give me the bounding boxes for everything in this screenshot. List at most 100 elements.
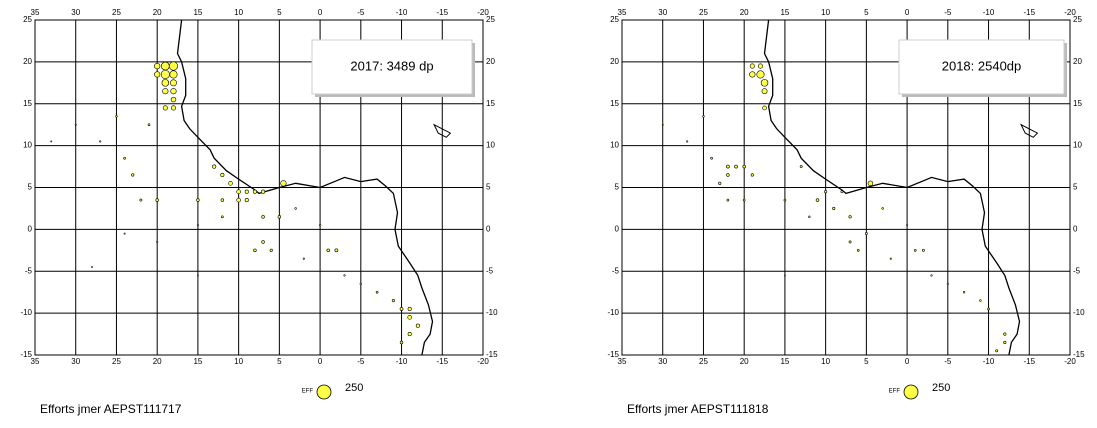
x-tick-label: 35 (31, 357, 40, 366)
y-tick-label: -15 (20, 350, 32, 359)
x-tick-label: 0 (318, 357, 323, 366)
effort-bubble (161, 79, 170, 87)
effort-bubble (710, 156, 713, 160)
x-tick-label: 15 (193, 8, 202, 17)
y-tick-label: 10 (23, 141, 32, 150)
effort-bubble (196, 224, 199, 227)
effort-bubble (170, 105, 176, 111)
y-tick-label: -5 (612, 266, 620, 275)
effort-bubble (749, 63, 755, 69)
effort-bubble (147, 123, 151, 126)
y-tick-label: -5 (1073, 266, 1081, 275)
effort-bubble (359, 282, 363, 285)
y-tick-label: -10 (607, 308, 619, 317)
effort-bubble (196, 274, 199, 277)
effort-bubble (913, 249, 917, 252)
x-tick-label: 35 (618, 357, 627, 366)
effort-bubble (815, 198, 820, 202)
y-tick-label: 0 (486, 224, 491, 233)
x-tick-label: 25 (112, 8, 121, 17)
effort-bubble (848, 215, 852, 219)
effort-bubble (253, 248, 257, 253)
effort-bubble (277, 215, 282, 219)
legend-value: 250 (932, 382, 950, 394)
x-tick-label: 10 (821, 357, 830, 366)
effort-bubble (783, 198, 787, 202)
x-tick-label: 5 (277, 8, 282, 17)
x-tick-label: 10 (234, 8, 243, 17)
x-tick-label: -15 (436, 357, 448, 366)
effort-bubble (783, 274, 786, 277)
effort-bubble (906, 224, 909, 227)
y-tick-label: 20 (23, 57, 32, 66)
effort-bubble (921, 248, 925, 252)
effort-bubble (154, 62, 161, 70)
effort-bubble (131, 173, 135, 177)
y-tick-label: -15 (486, 350, 498, 359)
effort-bubble (343, 274, 346, 277)
y-tick-label: -10 (1073, 308, 1085, 317)
effort-bubble (946, 282, 949, 285)
effort-bubble (375, 290, 379, 294)
caption: Efforts jmer AEPST111818 (627, 402, 769, 416)
annotation-box (898, 39, 1065, 95)
effort-bubble (856, 249, 860, 252)
effort-bubble (750, 173, 754, 177)
x-tick-label: 15 (780, 357, 789, 366)
x-tick-label: 10 (234, 357, 243, 366)
effort-bubble (74, 123, 77, 126)
effort-bubble (170, 79, 177, 87)
y-tick-label: 25 (1073, 15, 1082, 24)
map-panel: 35 35 30 30 25 25 20 20 15 15 10 10 5 5 0 0 -5 -5 -10 -10 -1… (607, 8, 1085, 416)
effort-bubble (221, 215, 224, 219)
y-tick-label: 5 (1073, 183, 1078, 192)
effort-bubble (889, 257, 892, 260)
island (1019, 123, 1039, 138)
effort-bubble (155, 198, 159, 202)
effort-bubble (123, 156, 126, 160)
y-tick-label: 15 (1073, 99, 1082, 108)
x-tick-label: 30 (658, 357, 667, 366)
effort-bubble (962, 291, 966, 294)
effort-bubble (170, 96, 177, 103)
legend-label: EFF (302, 389, 314, 395)
x-tick-label: 20 (740, 8, 749, 17)
x-tick-label: 20 (740, 357, 749, 366)
x-tick-label: 30 (71, 8, 80, 17)
effort-bubble (415, 323, 420, 328)
legend-label: EFF (889, 389, 901, 395)
effort-bubble (220, 198, 225, 202)
x-tick-label: 35 (618, 8, 627, 17)
effort-bubble (742, 198, 746, 202)
effort-bubble (1003, 340, 1007, 344)
effort-bubble (269, 248, 273, 252)
effort-bubble (220, 172, 225, 177)
effort-bubble (252, 189, 257, 194)
x-tick-label: 15 (780, 8, 789, 17)
effort-bubble (162, 105, 168, 111)
y-tick-label: 5 (615, 183, 620, 192)
x-tick-label: 5 (277, 357, 282, 366)
annotation: 2017: 3489 dp (350, 58, 433, 73)
x-tick-label: -20 (477, 357, 489, 366)
caption: Efforts jmer AEPST111717 (40, 402, 182, 416)
effort-bubble (407, 332, 412, 337)
effort-bubble (236, 197, 241, 203)
effort-bubble (930, 274, 933, 277)
effort-bubble (726, 173, 730, 177)
effort-bubble (762, 105, 767, 111)
x-tick-label: -5 (357, 8, 365, 17)
effort-bubble (702, 115, 705, 118)
y-tick-label: 25 (486, 15, 495, 24)
x-tick-label: -10 (396, 357, 408, 366)
effort-bubble (228, 181, 233, 186)
effort-bubble (824, 190, 828, 194)
x-tick-label: -5 (944, 357, 952, 366)
effort-bubble (161, 61, 170, 71)
y-tick-label: -10 (20, 308, 32, 317)
y-tick-label: 10 (486, 141, 495, 150)
x-tick-label: 5 (864, 8, 869, 17)
x-tick-label: 20 (153, 8, 162, 17)
y-tick-label: 20 (486, 57, 495, 66)
y-tick-label: 20 (610, 57, 619, 66)
